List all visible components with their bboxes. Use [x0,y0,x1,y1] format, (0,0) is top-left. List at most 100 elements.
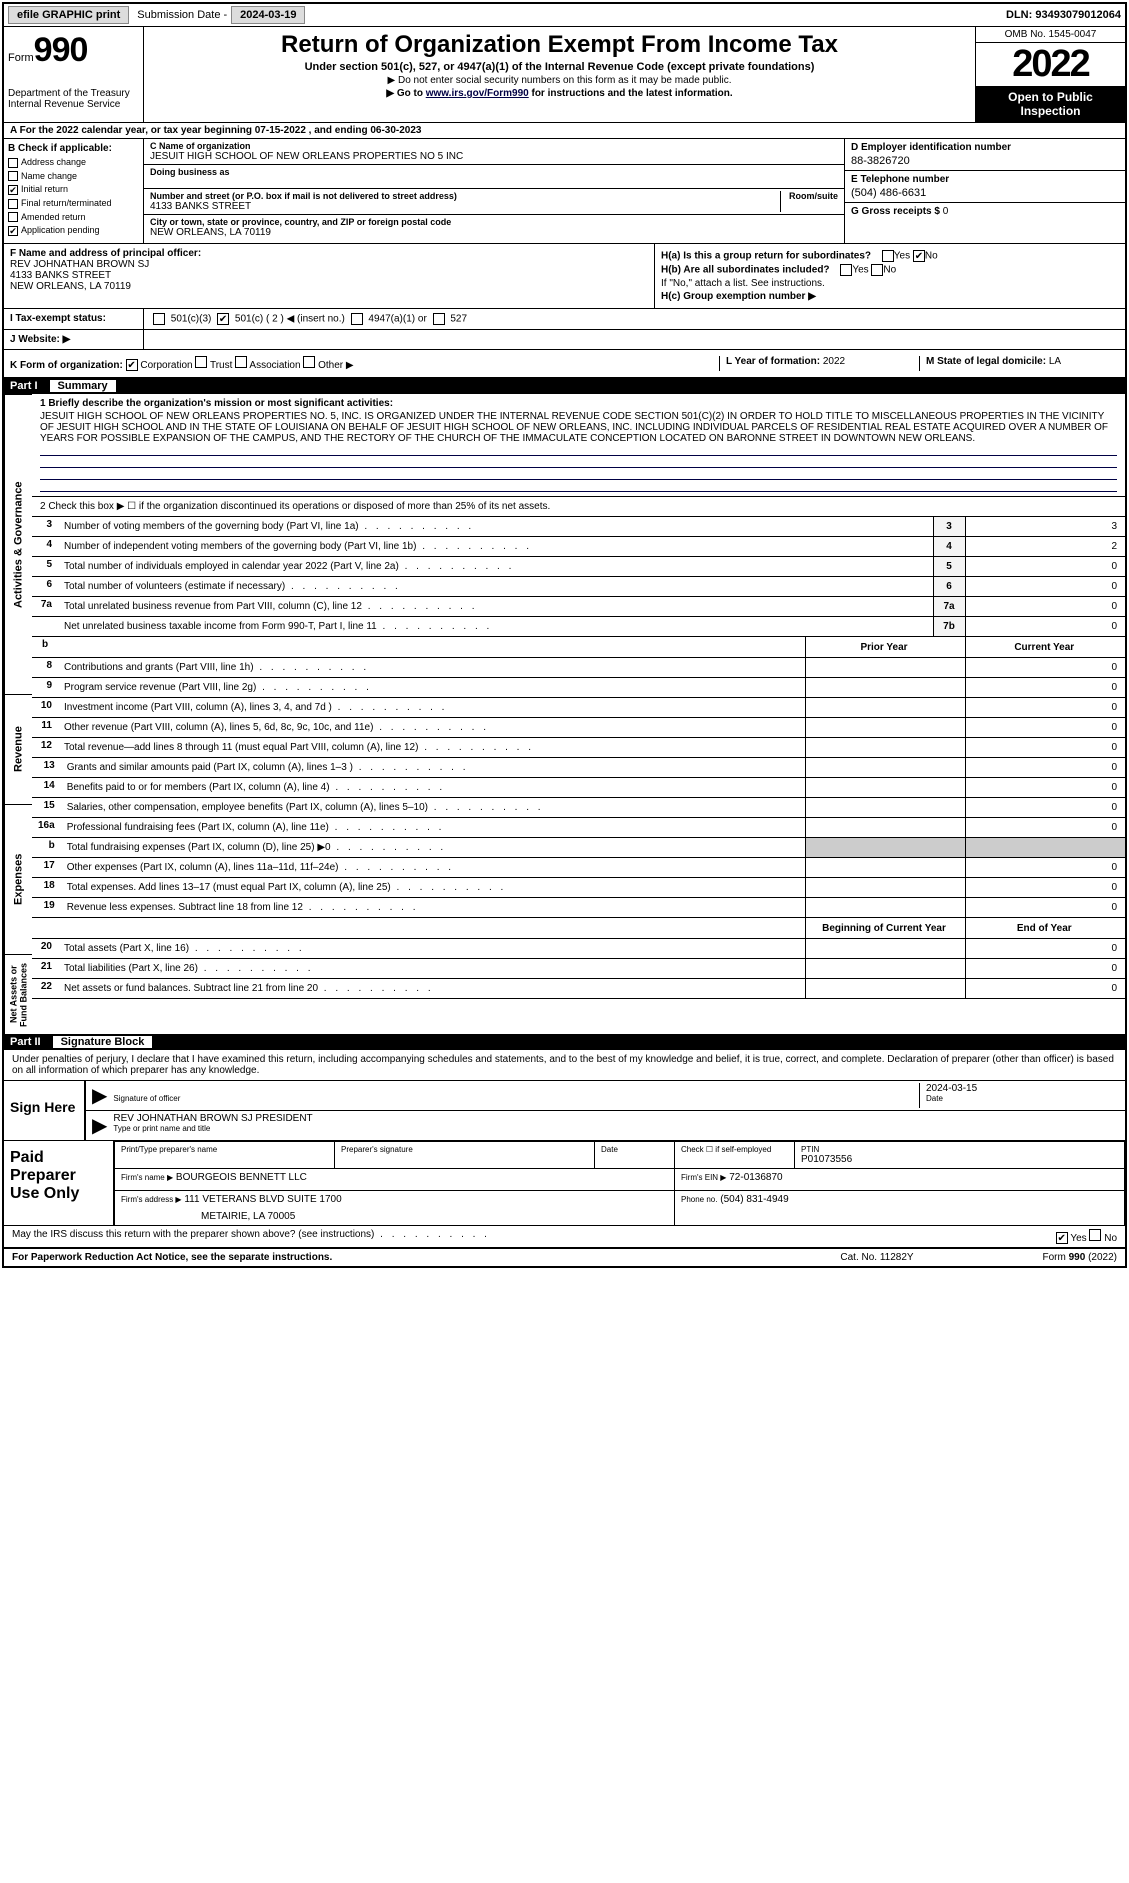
ha-no[interactable]: ✔ [913,250,925,262]
trust-checkbox[interactable] [195,356,207,368]
instructions-note: ▶ Go to www.irs.gov/Form990 for instruct… [152,88,967,99]
arrow-icon: ▶ [92,1083,107,1108]
table-row: 21Total liabilities (Part X, line 26)0 [32,958,1125,978]
form-990-page: efile GRAPHIC print Submission Date - 20… [2,2,1127,1268]
state-domicile: LA [1049,356,1061,367]
table-row: 7aTotal unrelated business revenue from … [32,597,1125,617]
website [144,330,1125,349]
ha-yes[interactable] [882,250,894,262]
arrow-icon: ▶ [92,1113,107,1138]
klm-row: K Form of organization: ✔ Corporation Tr… [4,350,1125,378]
row-i: I Tax-exempt status: 501(c)(3) ✔ 501(c) … [4,309,1125,330]
declaration: Under penalties of perjury, I declare th… [4,1050,1125,1081]
assoc-checkbox[interactable] [235,356,247,368]
org-name-label: C Name of organization [150,141,838,151]
year-block: OMB No. 1545-0047 2022 Open to Public In… [975,27,1125,122]
discuss-no[interactable] [1089,1229,1101,1241]
dln: DLN: 93493079012064 [1006,9,1121,21]
name-title-label: Type or print name and title [113,1124,1119,1133]
irs-link[interactable]: www.irs.gov/Form990 [426,88,529,99]
mission-text: JESUIT HIGH SCHOOL OF NEW ORLEANS PROPER… [40,411,1117,444]
table-row: 19Revenue less expenses. Subtract line 1… [32,898,1125,918]
table-row: Net unrelated business taxable income fr… [32,617,1125,637]
city-state-zip: NEW ORLEANS, LA 70119 [150,227,838,238]
footer: For Paperwork Reduction Act Notice, see … [4,1247,1125,1266]
info-grid: B Check if applicable: Address changeNam… [4,139,1125,244]
mission-block: 1 Briefly describe the organization's mi… [32,394,1125,497]
other-checkbox[interactable] [303,356,315,368]
hb-no[interactable] [871,264,883,276]
preparer-table: Print/Type preparer's name Preparer's si… [114,1141,1125,1225]
expenses-table: 13Grants and similar amounts paid (Part … [32,758,1125,919]
table-row: 4Number of independent voting members of… [32,537,1125,557]
table-row: 20Total assets (Part X, line 16)0 [32,938,1125,958]
hb-yes[interactable] [840,264,852,276]
table-row: 8Contributions and grants (Part VIII, li… [32,657,1125,677]
discuss-yes[interactable]: ✔ [1056,1232,1068,1244]
checkbox-line: ✔Application pending [8,225,139,236]
vtab-netassets: Net Assets or Fund Balances [4,954,32,1034]
table-row: 10Investment income (Part VIII, column (… [32,697,1125,717]
checkbox[interactable] [8,158,18,168]
ein-label: D Employer identification number [851,142,1119,153]
efile-print-button[interactable]: efile GRAPHIC print [8,6,129,24]
current-year-hdr: Current Year [965,637,1125,657]
firm-ein: 72-0136870 [729,1172,782,1183]
form-id-block: Form990 Department of the Treasury Inter… [4,27,144,122]
part2-header: Part II Signature Block [4,1034,1125,1050]
vtab-expenses: Expenses [4,804,32,954]
form-word: Form [8,52,34,64]
pra-notice: For Paperwork Reduction Act Notice, see … [12,1252,797,1263]
phone: (504) 486-6631 [851,187,1119,199]
firm-name: BOURGEOIS BENNETT LLC [176,1172,307,1183]
row-j: J Website: ▶ [4,330,1125,350]
firm-addr2: METAIRIE, LA 70005 [201,1211,668,1222]
checkbox[interactable] [8,171,18,181]
table-row: 3Number of voting members of the governi… [32,517,1125,537]
box-h: H(a) Is this a group return for subordin… [655,244,1125,308]
checkbox[interactable] [8,212,18,222]
firm-addr: 111 VETERANS BLVD SUITE 1700 [184,1194,341,1205]
checkbox-line: Amended return [8,212,139,223]
table-row: 16aProfessional fundraising fees (Part I… [32,818,1125,838]
open-inspection: Open to Public Inspection [976,86,1125,122]
box-k: K Form of organization: ✔ Corporation Tr… [10,356,719,371]
checkbox-line: ✔Initial return [8,184,139,195]
501c-checkbox[interactable]: ✔ [217,313,229,325]
gross-receipts-label: G Gross receipts $ [851,206,940,217]
form-title-block: Return of Organization Exempt From Incom… [144,27,975,122]
submission-label: Submission Date - [137,9,227,21]
table-row: 18Total expenses. Add lines 13–17 (must … [32,878,1125,898]
dba-label: Doing business as [150,167,838,177]
table-row: 14Benefits paid to or for members (Part … [32,778,1125,798]
sign-here-row: Sign Here ▶ Signature of officer 2024-03… [4,1081,1125,1141]
officer-city: NEW ORLEANS, LA 70119 [10,281,648,292]
website-label: J Website: ▶ [4,330,144,349]
period-begin: 07-15-2022 [255,125,306,136]
fh-row: F Name and address of principal officer:… [4,244,1125,309]
501c3-checkbox[interactable] [153,313,165,325]
table-row: 17Other expenses (Part IX, column (A), l… [32,858,1125,878]
firm-phone: (504) 831-4949 [720,1194,788,1205]
vertical-tabs: Activities & Governance Revenue Expenses… [4,394,32,1034]
checkbox[interactable] [8,199,18,209]
begin-year-hdr: Beginning of Current Year [805,918,965,938]
part1-body: Activities & Governance Revenue Expenses… [4,394,1125,1034]
table-row: bTotal fundraising expenses (Part IX, co… [32,838,1125,858]
street-address: 4133 BANKS STREET [150,201,760,212]
checkbox[interactable]: ✔ [8,185,18,195]
officer-addr: 4133 BANKS STREET [10,270,648,281]
cat-no: Cat. No. 11282Y [797,1252,957,1263]
527-checkbox[interactable] [433,313,445,325]
year-formation: 2022 [823,356,845,367]
tax-year: 2022 [976,43,1125,86]
checkbox[interactable]: ✔ [8,226,18,236]
tax-status-label: I Tax-exempt status: [4,309,144,329]
room-label: Room/suite [789,191,838,201]
line2: 2 Check this box ▶ ☐ if the organization… [32,497,1125,517]
4947-checkbox[interactable] [351,313,363,325]
ssn-note: ▶ Do not enter social security numbers o… [152,75,967,86]
submission-date: 2024-03-19 [231,6,305,24]
preparer-row: Paid Preparer Use Only Print/Type prepar… [4,1141,1125,1225]
corp-checkbox[interactable]: ✔ [126,359,138,371]
